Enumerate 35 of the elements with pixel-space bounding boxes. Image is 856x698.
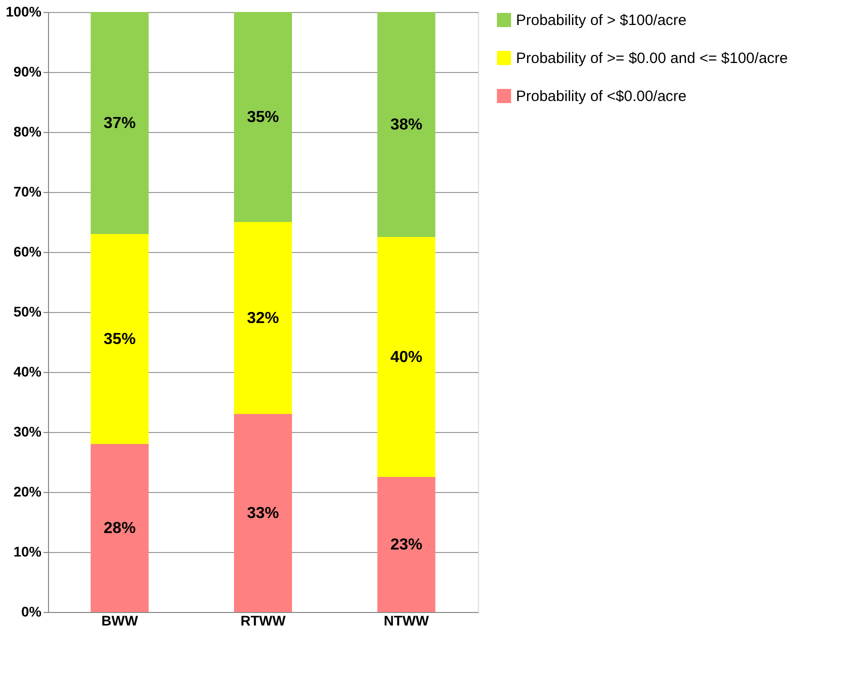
data-label: 32% <box>246 310 280 327</box>
y-tick-label: 0% <box>21 604 42 620</box>
data-label: 40% <box>390 349 422 366</box>
bar <box>90 444 149 612</box>
y-tick-label: 100% <box>6 4 42 20</box>
legend-label: Probability of <$0.00/acre <box>516 88 687 105</box>
data-label: 23% <box>390 536 422 554</box>
y-tick-label: 80% <box>13 124 42 140</box>
legend-label: Probability of >= $0.00 and <= $100/acre <box>516 50 788 67</box>
bar <box>234 12 292 222</box>
data-label: 28% <box>104 520 136 537</box>
data-label: 35% <box>104 331 136 348</box>
y-tick-label: 70% <box>13 184 42 200</box>
bar <box>90 234 149 444</box>
bar <box>234 222 292 414</box>
y-tick-label: 20% <box>13 484 42 500</box>
y-tick-label: 30% <box>13 424 42 440</box>
data-label: 38% <box>390 116 422 134</box>
bar <box>377 237 436 477</box>
bar <box>377 12 436 237</box>
data-label: 33% <box>246 505 280 522</box>
y-tick-label: 40% <box>13 364 42 380</box>
x-tick-label: RTWW <box>240 612 286 628</box>
y-tick-label: 50% <box>13 304 42 320</box>
x-tick-label: NTWW <box>384 612 430 628</box>
x-tick-label: BWW <box>101 612 139 628</box>
data-label: 37% <box>104 115 136 132</box>
y-tick-label: 90% <box>13 64 42 80</box>
data-label: 35% <box>246 109 280 126</box>
bar <box>377 477 436 612</box>
bar <box>90 12 149 234</box>
y-tick-label: 60% <box>13 244 42 260</box>
y-tick-label: 10% <box>13 544 42 560</box>
bar <box>234 414 292 612</box>
legend-label: Probability of > $100/acre <box>516 12 687 29</box>
